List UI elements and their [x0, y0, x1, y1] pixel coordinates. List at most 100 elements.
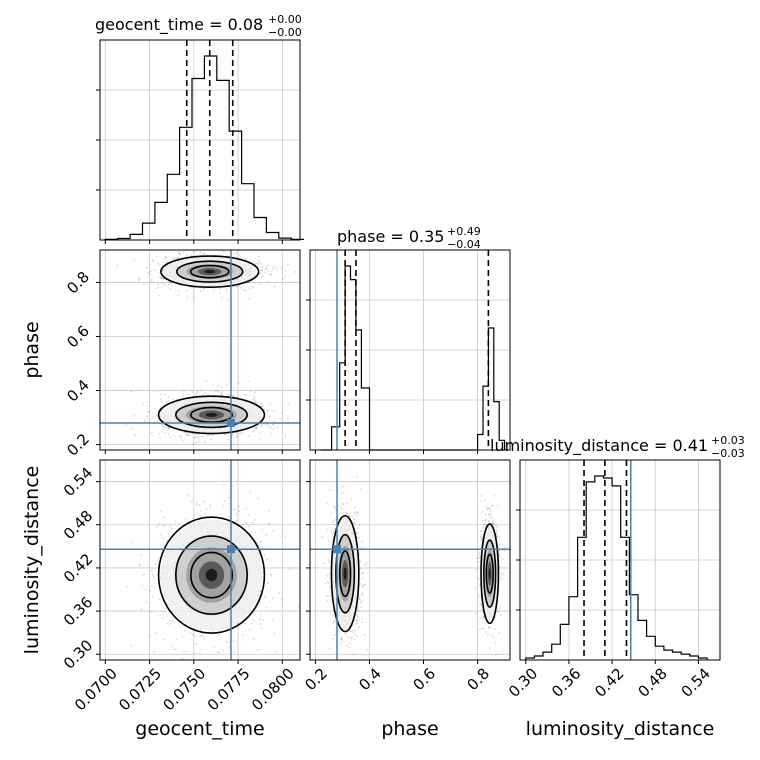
- sample-point: [328, 561, 331, 563]
- sample-point: [484, 513, 487, 516]
- sample-point: [276, 269, 278, 271]
- sample-point: [477, 593, 480, 596]
- sample-point: [150, 418, 153, 420]
- sample-point: [220, 391, 223, 394]
- sample-point: [138, 564, 141, 567]
- sample-point: [321, 536, 324, 538]
- sample-point: [186, 393, 189, 396]
- x-tick-label: 0.30: [505, 664, 541, 700]
- sample-point: [239, 432, 242, 435]
- sample-point: [346, 502, 349, 505]
- sample-point: [265, 423, 267, 426]
- sample-point: [150, 610, 152, 613]
- sample-point: [495, 653, 497, 656]
- sample-point: [270, 574, 272, 577]
- sample-point: [223, 500, 226, 502]
- sample-point: [232, 640, 235, 642]
- sample-point: [196, 389, 199, 392]
- sample-point: [222, 505, 225, 507]
- sample-point: [199, 652, 202, 655]
- sample-point: [236, 432, 239, 434]
- contour-line: [480, 523, 500, 625]
- sample-point: [179, 435, 182, 437]
- sample-point: [361, 600, 364, 603]
- sample-point: [487, 521, 490, 523]
- sample-point: [489, 647, 491, 650]
- sample-point: [362, 572, 364, 575]
- sample-point: [211, 433, 214, 436]
- sample-point: [181, 636, 184, 638]
- contour-line: [176, 260, 244, 283]
- sample-point: [358, 598, 361, 601]
- sample-point: [210, 437, 212, 440]
- sample-point: [169, 435, 172, 438]
- sample-point: [363, 583, 366, 586]
- sample-point: [355, 623, 357, 625]
- truth-marker: [226, 418, 235, 427]
- sample-point: [341, 637, 343, 640]
- sample-point: [195, 393, 198, 396]
- sample-point: [178, 250, 181, 253]
- sample-point: [157, 272, 160, 274]
- sample-point: [479, 617, 481, 620]
- sample-point: [203, 638, 206, 641]
- sample-point: [360, 594, 363, 597]
- sample-point: [190, 500, 193, 503]
- sample-point: [491, 622, 494, 625]
- sample-point: [359, 582, 361, 585]
- sample-point: [264, 268, 267, 271]
- sample-point: [130, 390, 133, 393]
- sample-point: [217, 651, 220, 653]
- sample-point: [193, 436, 196, 439]
- sample-point: [159, 437, 162, 439]
- sample-point: [254, 262, 257, 265]
- sample-point: [160, 510, 162, 512]
- sample-point: [168, 427, 170, 430]
- sample-point: [353, 513, 356, 515]
- sample-point: [349, 512, 352, 515]
- sample-point: [489, 510, 492, 512]
- sample-point: [270, 273, 272, 275]
- sample-point: [272, 428, 275, 430]
- sample-point: [209, 504, 212, 507]
- sample-point: [359, 602, 361, 604]
- sample-point: [148, 401, 151, 403]
- sample-point: [332, 638, 334, 640]
- sample-point: [157, 283, 160, 286]
- sample-point: [161, 282, 164, 285]
- sample-point: [224, 433, 226, 436]
- sample-point: [499, 565, 501, 568]
- panel-frame: [99, 249, 301, 451]
- sample-point: [181, 440, 184, 443]
- sample-point: [181, 657, 184, 660]
- sample-point: [267, 270, 270, 273]
- sample-point: [244, 622, 247, 625]
- sample-point: [329, 595, 332, 597]
- sample-point: [222, 250, 225, 253]
- sample-point: [161, 537, 164, 539]
- sample-point: [340, 638, 342, 640]
- sample-point: [258, 618, 261, 621]
- sample-point: [186, 296, 189, 299]
- sample-point: [138, 563, 141, 565]
- sample-point: [142, 574, 145, 576]
- sample-point: [346, 512, 349, 515]
- sample-point: [241, 523, 244, 526]
- sample-point: [251, 622, 253, 625]
- sample-point: [333, 531, 335, 534]
- y-tick-label: 0.2: [63, 430, 93, 460]
- sample-point: [356, 635, 359, 638]
- sample-point: [212, 383, 215, 386]
- sample-point: [355, 614, 358, 617]
- sample-point: [354, 522, 356, 525]
- sample-point: [358, 524, 361, 527]
- sample-point: [479, 604, 482, 607]
- sample-point: [352, 631, 354, 634]
- sample-point: [361, 540, 364, 543]
- sample-point: [133, 258, 136, 261]
- title-phase: phase = 0.35: [337, 227, 444, 246]
- sample-point: [256, 541, 258, 543]
- sample-point: [186, 254, 188, 256]
- sample-point: [254, 281, 257, 284]
- sample-point: [149, 590, 152, 592]
